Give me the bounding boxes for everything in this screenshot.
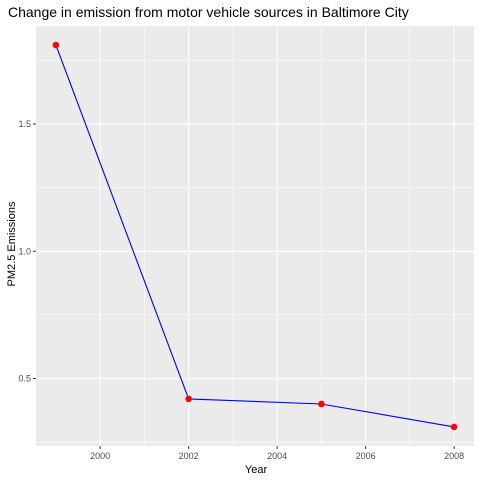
x-axis: 2000 2002 2004 2006 2008: [90, 446, 464, 461]
data-point: [450, 423, 458, 431]
y-tick-label: 1.0: [18, 246, 31, 256]
y-axis-title: PM2.5 Emissions: [6, 201, 18, 286]
data-point: [318, 400, 325, 408]
y-tick-label: 1.5: [18, 119, 31, 129]
data-point: [52, 41, 60, 49]
x-axis-title: Year: [245, 464, 268, 476]
major-gridlines: [36, 26, 474, 446]
y-tick-label: 0.5: [18, 374, 31, 384]
chart-title: Change in emission from motor vehicle so…: [8, 4, 409, 20]
data-point: [185, 395, 192, 403]
x-tick-label: 2004: [267, 451, 287, 461]
plot-panel: [36, 26, 474, 446]
x-tick-label: 2000: [90, 451, 110, 461]
series-line: [55, 44, 455, 428]
x-tick-label: 2008: [444, 451, 464, 461]
y-axis: 0.5 1.0 1.5: [18, 119, 36, 384]
x-tick-label: 2002: [179, 451, 199, 461]
series-layer: [52, 41, 458, 431]
x-tick-label: 2006: [356, 451, 376, 461]
